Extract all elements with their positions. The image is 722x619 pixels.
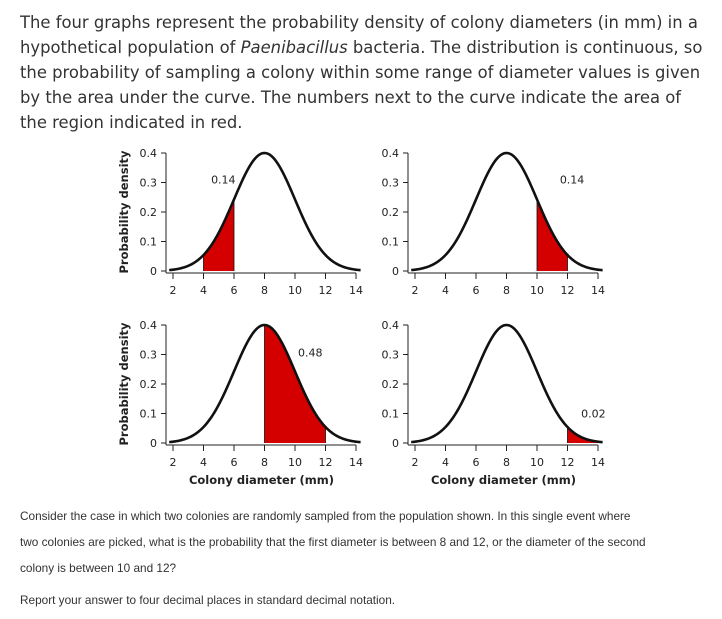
x-tick-label: 4 <box>200 284 207 297</box>
shaded-region-4 <box>567 427 598 443</box>
y-tick-label: 0.2 <box>140 378 158 391</box>
shaded-region-3 <box>264 325 326 443</box>
x-tick-label: 2 <box>412 284 419 297</box>
x-tick-label: 14 <box>591 456 605 469</box>
x-tick-label: 8 <box>503 456 510 469</box>
density-curve-1 <box>168 151 361 272</box>
y-tick-label: 0 <box>150 265 157 278</box>
intro-text-1: The four graphs represent the probabilit… <box>20 13 698 57</box>
x-tick-label: 14 <box>349 456 363 469</box>
x-axis-label: Colony diameter (mm) <box>431 473 576 487</box>
y-tick-label: 0.4 <box>140 319 158 332</box>
x-tick-label: 2 <box>412 456 419 469</box>
x-tick-label: 14 <box>349 284 363 297</box>
x-tick-label: 4 <box>442 456 449 469</box>
x-axis-label: Colony diameter (mm) <box>189 473 334 487</box>
answer-instruction: Report your answer to four decimal place… <box>20 593 396 607</box>
question-text: Consider the case in which two colonies … <box>20 503 710 581</box>
y-tick-label: 0.1 <box>382 236 400 249</box>
y-tick-label: 0.3 <box>382 177 400 190</box>
x-tick-label: 8 <box>503 284 510 297</box>
area-label-1: 0.14 <box>211 173 236 186</box>
problem-intro: The four graphs represent the probabilit… <box>20 10 710 135</box>
density-curve-2 <box>410 151 603 272</box>
intro-text-2: bacteria. The distribution is continuous… <box>20 38 703 132</box>
x-tick-label: 10 <box>530 284 544 297</box>
x-tick-label: 4 <box>200 456 207 469</box>
y-tick-label: 0 <box>392 437 399 450</box>
y-axis-label: Probability density <box>117 150 131 274</box>
x-tick-label: 10 <box>530 456 544 469</box>
x-tick-label: 10 <box>288 456 302 469</box>
x-tick-label: 12 <box>319 456 333 469</box>
y-tick-label: 0 <box>392 265 399 278</box>
area-label-4: 0.02 <box>581 407 606 420</box>
y-axis-label: Probability density <box>117 322 131 446</box>
y-tick-label: 0 <box>150 437 157 450</box>
x-tick-label: 2 <box>170 456 177 469</box>
x-tick-label: 6 <box>473 284 480 297</box>
y-tick-label: 0.2 <box>382 378 400 391</box>
y-tick-label: 0.1 <box>140 236 158 249</box>
x-tick-label: 4 <box>442 284 449 297</box>
y-tick-label: 0.3 <box>140 349 158 362</box>
y-tick-label: 0.2 <box>140 206 158 219</box>
question-line-2: two colonies are picked, what is the pro… <box>20 535 646 549</box>
x-tick-label: 12 <box>319 284 333 297</box>
y-tick-label: 0.1 <box>140 408 158 421</box>
x-tick-label: 6 <box>231 284 238 297</box>
y-tick-label: 0.3 <box>140 177 158 190</box>
x-tick-label: 6 <box>231 456 238 469</box>
y-tick-label: 0.1 <box>382 408 400 421</box>
x-tick-label: 8 <box>261 284 268 297</box>
x-tick-label: 10 <box>288 284 302 297</box>
y-tick-label: 0.3 <box>382 349 400 362</box>
density-curve-4 <box>410 323 603 444</box>
question-line-3: colony is between 10 and 12? <box>20 561 177 575</box>
y-tick-label: 0.4 <box>382 147 400 160</box>
x-tick-label: 6 <box>473 456 480 469</box>
species-name: Paenibacillus <box>240 38 348 57</box>
area-label-3: 0.48 <box>298 347 323 360</box>
y-tick-label: 0.4 <box>382 319 400 332</box>
x-tick-label: 14 <box>591 284 605 297</box>
question-line-1: Consider the case in which two colonies … <box>20 509 631 523</box>
y-tick-label: 0.2 <box>382 206 400 219</box>
y-tick-label: 0.4 <box>140 147 158 160</box>
area-label-2: 0.14 <box>560 173 585 186</box>
x-tick-label: 2 <box>170 284 177 297</box>
x-tick-label: 12 <box>561 456 575 469</box>
x-tick-label: 8 <box>261 456 268 469</box>
x-tick-label: 12 <box>561 284 575 297</box>
density-curve-3 <box>168 323 361 444</box>
